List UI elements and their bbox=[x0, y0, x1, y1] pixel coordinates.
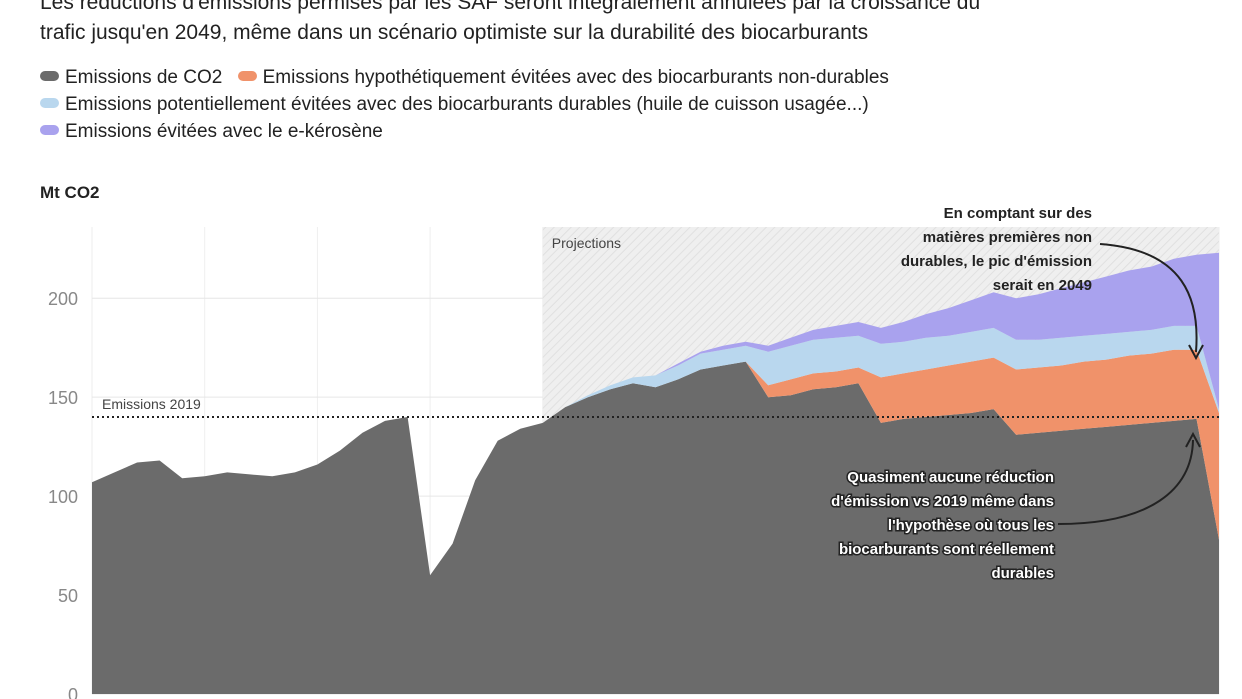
legend: Emissions de CO2 Emissions hypothétiquem… bbox=[40, 64, 899, 145]
annotation-peak-arrow bbox=[1099, 243, 1198, 353]
legend-swatch-co2 bbox=[40, 71, 59, 81]
legend-swatch-non-durable bbox=[237, 71, 257, 81]
y-tick-label: 0 bbox=[68, 685, 78, 699]
annotations-layer: En comptant sur des matières premières no… bbox=[830, 205, 1204, 584]
annotation-reduction-line: l'hypothèse où tous les bbox=[888, 517, 1054, 534]
legend-item-ekerosene: Emissions évitées avec le e-kérosène bbox=[40, 118, 383, 145]
legend-item-durable: Emissions potentiellement évitées avec d… bbox=[40, 91, 869, 118]
y-tick-label: 100 bbox=[48, 487, 78, 507]
annotation-reduction-arrow bbox=[1057, 439, 1194, 525]
y-tick-label: 150 bbox=[48, 388, 78, 408]
y-ticks-layer: 0 50 100 150 200 bbox=[48, 289, 78, 699]
y-tick-label: 50 bbox=[58, 586, 78, 606]
annotation-reduction-arrowhead bbox=[1185, 431, 1201, 448]
legend-item-co2: Emissions de CO2 bbox=[40, 64, 222, 91]
legend-label-non-durable: Emissions hypothétiquement évitées avec … bbox=[262, 67, 889, 88]
areas-layer bbox=[92, 252, 1219, 694]
annotation-peak-line: serait en 2049 bbox=[993, 277, 1092, 294]
chart-subtitle: Les réductions d'émissions permises par … bbox=[40, 0, 1230, 48]
annotation-reduction-line: Quasiment aucune réduction bbox=[847, 469, 1054, 486]
annotation-reduction-line: d'émission vs 2019 même dans bbox=[831, 493, 1054, 510]
subtitle-line-2: trafic jusqu'en 2049, même dans un scéna… bbox=[40, 21, 869, 44]
annotation-peak-line: matières premières non bbox=[923, 229, 1092, 246]
area-durable bbox=[520, 325, 1219, 429]
y-axis-label: Mt CO2 bbox=[40, 183, 100, 202]
subtitle-line-1: Les réductions d'émissions permises par … bbox=[40, 0, 981, 14]
legend-swatch-durable bbox=[40, 98, 59, 108]
annotation-reduction: Quasiment aucune réduction d'émission vs … bbox=[830, 431, 1201, 584]
area-ekerosene bbox=[520, 252, 1219, 429]
annotation-peak-line: durables, le pic d'émission bbox=[901, 253, 1092, 270]
annotation-reduction-line: durables bbox=[991, 565, 1054, 582]
annotation-reduction-line: biocarburants sont réellement bbox=[839, 541, 1054, 558]
legend-label-durable: Emissions potentiellement évitées avec d… bbox=[65, 94, 869, 115]
projection-label: Projections bbox=[552, 235, 621, 251]
annotation-peak-line: En comptant sur des bbox=[944, 205, 1092, 222]
legend-label-ekerosene: Emissions évitées avec le e-kérosène bbox=[65, 121, 383, 142]
reference-line-label: Emissions 2019 bbox=[102, 396, 201, 412]
legend-item-non-durable: Emissions hypothétiquement évitées avec … bbox=[237, 64, 889, 91]
y-tick-label: 200 bbox=[48, 289, 78, 309]
legend-label-co2: Emissions de CO2 bbox=[65, 67, 223, 88]
area-non-durable bbox=[745, 349, 1219, 540]
area-co2 bbox=[92, 361, 1219, 694]
legend-swatch-ekerosene bbox=[40, 125, 59, 135]
annotation-peak-arrowhead bbox=[1188, 344, 1204, 361]
annotation-peak: En comptant sur des matières premières no… bbox=[901, 205, 1204, 361]
reference-line-layer: Emissions 2019 bbox=[92, 396, 1219, 418]
